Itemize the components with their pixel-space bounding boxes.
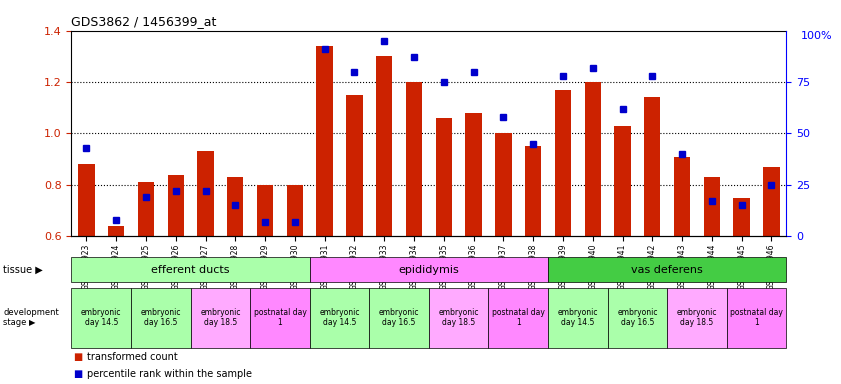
Bar <box>733 198 750 236</box>
Text: ■: ■ <box>73 369 82 379</box>
Text: postnatal day
1: postnatal day 1 <box>492 308 545 328</box>
Text: embryonic
day 14.5: embryonic day 14.5 <box>81 308 121 328</box>
Bar <box>584 82 601 236</box>
Bar <box>495 134 511 236</box>
Text: embryonic
day 18.5: embryonic day 18.5 <box>438 308 479 328</box>
Bar <box>406 82 422 236</box>
Bar <box>674 157 690 236</box>
Text: ■: ■ <box>73 352 82 362</box>
Bar <box>525 146 542 236</box>
Text: transformed count: transformed count <box>87 352 177 362</box>
Text: percentile rank within the sample: percentile rank within the sample <box>87 369 251 379</box>
Text: embryonic
day 16.5: embryonic day 16.5 <box>379 308 420 328</box>
Text: embryonic
day 16.5: embryonic day 16.5 <box>140 308 181 328</box>
Bar <box>465 113 482 236</box>
Bar <box>108 226 124 236</box>
Text: tissue ▶: tissue ▶ <box>3 265 43 275</box>
Text: 100%: 100% <box>801 31 833 41</box>
Bar <box>376 56 393 236</box>
Bar <box>227 177 244 236</box>
Text: postnatal day
1: postnatal day 1 <box>253 308 306 328</box>
Text: GDS3862 / 1456399_at: GDS3862 / 1456399_at <box>71 15 217 28</box>
Bar <box>436 118 452 236</box>
Bar <box>614 126 631 236</box>
Bar <box>764 167 780 236</box>
Bar <box>167 174 184 236</box>
Bar <box>138 182 154 236</box>
Text: embryonic
day 18.5: embryonic day 18.5 <box>677 308 717 328</box>
Bar <box>287 185 303 236</box>
Bar <box>78 164 94 236</box>
Text: embryonic
day 18.5: embryonic day 18.5 <box>200 308 241 328</box>
Text: epididymis: epididymis <box>399 265 459 275</box>
Text: vas deferens: vas deferens <box>632 265 703 275</box>
Text: postnatal day
1: postnatal day 1 <box>730 308 783 328</box>
Bar <box>198 151 214 236</box>
Bar <box>704 177 720 236</box>
Bar <box>257 185 273 236</box>
Text: efferent ducts: efferent ducts <box>151 265 230 275</box>
Text: development
stage ▶: development stage ▶ <box>3 308 59 328</box>
Bar <box>346 95 362 236</box>
Text: embryonic
day 14.5: embryonic day 14.5 <box>320 308 360 328</box>
Bar <box>316 46 333 236</box>
Bar <box>644 98 660 236</box>
Text: embryonic
day 16.5: embryonic day 16.5 <box>617 308 658 328</box>
Bar <box>555 90 571 236</box>
Text: embryonic
day 14.5: embryonic day 14.5 <box>558 308 598 328</box>
